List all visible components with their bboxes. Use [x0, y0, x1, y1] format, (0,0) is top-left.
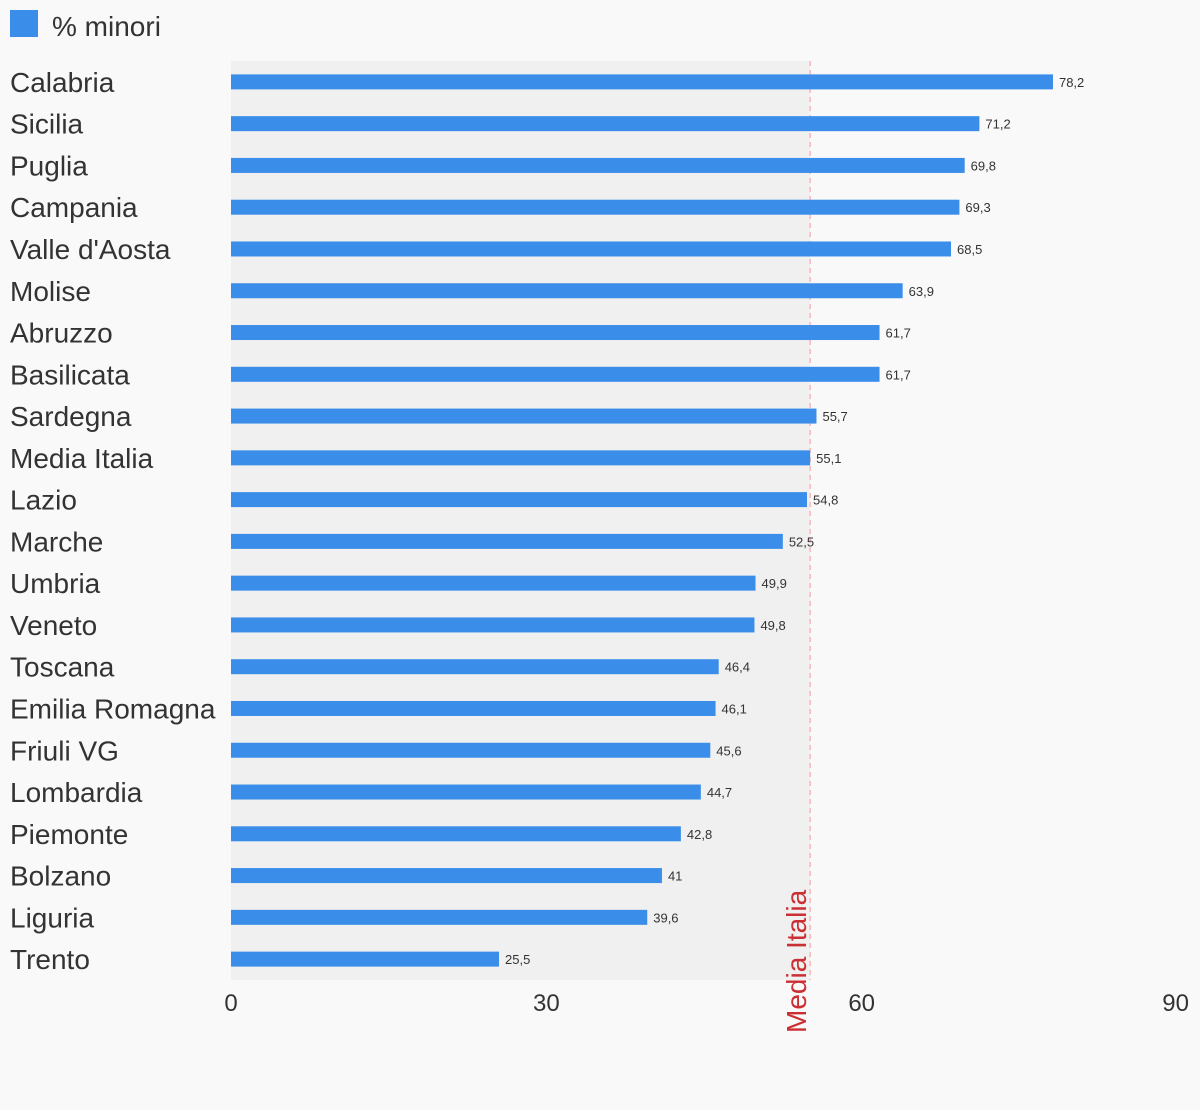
- average-shaded-band: [231, 61, 811, 980]
- value-label: 69,8: [971, 158, 996, 173]
- category-label: Friuli VG: [10, 735, 119, 766]
- category-label: Toscana: [10, 652, 115, 683]
- value-label: 55,7: [822, 409, 847, 424]
- value-label: 78,2: [1059, 75, 1084, 90]
- category-label: Emilia Romagna: [10, 693, 216, 724]
- bar-liguria: [231, 909, 648, 925]
- value-label: 49,9: [762, 576, 787, 591]
- bar-lazio: [231, 492, 808, 508]
- category-label: Lombardia: [10, 777, 143, 808]
- bar-sardegna: [231, 408, 817, 424]
- category-label: Bolzano: [10, 861, 111, 892]
- x-tick-label: 60: [848, 990, 875, 1017]
- bar-media-italia: [231, 450, 811, 466]
- bar-basilicata: [231, 366, 880, 382]
- x-axis-ticks: 0 30 60 90: [224, 990, 1189, 1017]
- value-label: 55,1: [816, 451, 841, 466]
- value-label: 39,6: [653, 910, 678, 925]
- category-label: Liguria: [10, 902, 94, 933]
- category-label: Molise: [10, 276, 91, 307]
- category-label: Media Italia: [10, 443, 154, 474]
- bar-campania: [231, 199, 960, 215]
- value-label: 68,5: [957, 242, 982, 257]
- bar-marche: [231, 533, 783, 549]
- bars-group: [231, 74, 1053, 967]
- category-label: Umbria: [10, 568, 101, 599]
- average-reference-label: Media Italia: [781, 889, 812, 1033]
- bar-puglia: [231, 157, 965, 173]
- bar-emilia-romagna: [231, 700, 716, 716]
- bar-friuli-vg: [231, 742, 711, 758]
- category-label: Valle d'Aosta: [10, 234, 171, 265]
- category-label: Calabria: [10, 67, 115, 98]
- value-label: 45,6: [716, 743, 741, 758]
- bar-sicilia: [231, 116, 980, 132]
- bar-trento: [231, 951, 500, 967]
- category-label: Veneto: [10, 610, 97, 641]
- value-label: 52,5: [789, 534, 814, 549]
- category-label: Lazio: [10, 485, 77, 516]
- category-label: Trento: [10, 944, 90, 975]
- value-label: 49,8: [760, 618, 785, 633]
- value-label: 46,1: [722, 701, 747, 716]
- value-label: 63,9: [909, 284, 934, 299]
- value-label: 41: [668, 869, 682, 884]
- category-label: Campania: [10, 192, 138, 223]
- category-label: Piemonte: [10, 819, 128, 850]
- bar-veneto: [231, 617, 755, 633]
- legend: % minori: [10, 10, 161, 42]
- category-label: Basilicata: [10, 359, 130, 390]
- bar-umbria: [231, 575, 756, 591]
- category-label: Sardegna: [10, 401, 132, 432]
- bar-abruzzo: [231, 325, 880, 341]
- value-labels: 78,2 71,2 69,8 69,3 68,5 63,9 61,7 61,7 55,7 55,1…: [505, 75, 1084, 967]
- bar-toscana: [231, 659, 719, 675]
- bar-molise: [231, 283, 903, 299]
- value-label: 61,7: [886, 367, 911, 382]
- x-tick-label: 90: [1162, 990, 1189, 1017]
- bar-valle-d-aosta: [231, 241, 952, 257]
- value-label: 42,8: [687, 827, 712, 842]
- value-label: 44,7: [707, 785, 732, 800]
- category-label: Marche: [10, 526, 103, 557]
- bar-piemonte: [231, 826, 681, 842]
- value-label: 69,3: [965, 200, 990, 215]
- value-label: 71,2: [985, 117, 1010, 132]
- x-tick-label: 0: [224, 990, 237, 1017]
- x-tick-label: 30: [533, 990, 560, 1017]
- value-label: 46,4: [725, 660, 750, 675]
- category-label: Puglia: [10, 150, 88, 181]
- value-label: 25,5: [505, 952, 530, 967]
- bar-lombardia: [231, 784, 701, 800]
- bar-calabria: [231, 74, 1053, 90]
- legend-swatch: [10, 10, 38, 37]
- category-label: Sicilia: [10, 109, 84, 140]
- category-label: Abruzzo: [10, 318, 113, 349]
- value-label: 61,7: [886, 326, 911, 341]
- category-labels: Calabria Sicilia Puglia Campania Valle d'Aos…: [10, 67, 216, 975]
- value-label: 54,8: [813, 493, 838, 508]
- legend-label: % minori: [52, 11, 161, 42]
- bar-bolzano: [231, 868, 662, 884]
